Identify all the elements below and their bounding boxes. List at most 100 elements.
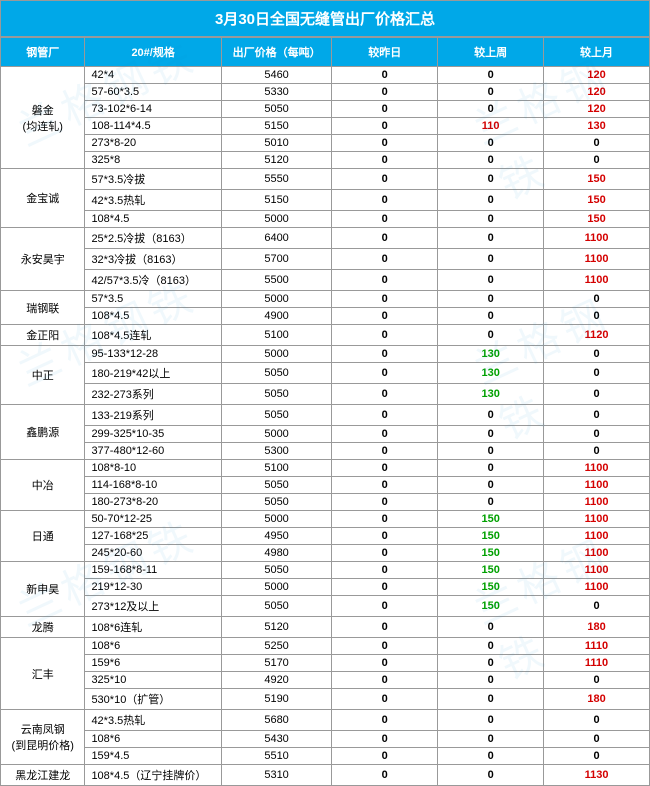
price-cell: 5430 <box>221 731 331 748</box>
mill-cell: 中冶 <box>1 460 85 511</box>
table-row: 32*3冷拔（8163）5700001100 <box>1 249 650 270</box>
delta-cell: 0 <box>438 765 544 786</box>
mill-cell: 瑞钢联 <box>1 291 85 325</box>
delta-cell: 1100 <box>544 249 650 270</box>
delta-cell: 0 <box>438 617 544 638</box>
delta-cell: 0 <box>438 190 544 211</box>
delta-cell: 0 <box>438 84 544 101</box>
delta-cell: 0 <box>438 291 544 308</box>
price-cell: 5330 <box>221 84 331 101</box>
delta-cell: 0 <box>438 748 544 765</box>
table-header: 钢管厂 20#/规格 出厂价格（每吨） 较昨日 较上周 较上月 <box>1 38 650 67</box>
delta-cell: 0 <box>438 689 544 710</box>
delta-cell: 150 <box>438 596 544 617</box>
mill-cell: 日通 <box>1 511 85 562</box>
delta-cell: 180 <box>544 689 650 710</box>
table-row: 232-273系列505001300 <box>1 384 650 405</box>
delta-cell: 0 <box>332 363 438 384</box>
delta-cell: 0 <box>438 731 544 748</box>
delta-cell: 0 <box>332 118 438 135</box>
mill-cell: 永安昊宇 <box>1 228 85 291</box>
price-cell: 5010 <box>221 135 331 152</box>
delta-cell: 0 <box>332 528 438 545</box>
delta-cell: 0 <box>438 152 544 169</box>
delta-cell: 110 <box>438 118 544 135</box>
table-row: 金宝诚57*3.5冷拔555000150 <box>1 169 650 190</box>
price-cell: 5000 <box>221 291 331 308</box>
delta-cell: 0 <box>544 152 650 169</box>
delta-cell: 1100 <box>544 228 650 249</box>
table-row: 127-168*25495001501100 <box>1 528 650 545</box>
price-cell: 5700 <box>221 249 331 270</box>
table-row: 273*12及以上505001500 <box>1 596 650 617</box>
delta-cell: 1100 <box>544 270 650 291</box>
price-cell: 5000 <box>221 426 331 443</box>
spec-cell: 57*3.5 <box>85 291 221 308</box>
delta-cell: 120 <box>544 101 650 118</box>
spec-cell: 42*3.5热轧 <box>85 710 221 731</box>
delta-cell: 0 <box>332 308 438 325</box>
delta-cell: 0 <box>438 169 544 190</box>
delta-cell: 0 <box>332 731 438 748</box>
spec-cell: 108*4.5 <box>85 308 221 325</box>
price-cell: 5120 <box>221 617 331 638</box>
table-row: 57-60*3.5533000120 <box>1 84 650 101</box>
price-cell: 5680 <box>221 710 331 731</box>
delta-cell: 0 <box>438 325 544 346</box>
price-cell: 5250 <box>221 638 331 655</box>
delta-cell: 0 <box>332 710 438 731</box>
delta-cell: 0 <box>332 346 438 363</box>
delta-cell: 1100 <box>544 562 650 579</box>
delta-cell: 1110 <box>544 655 650 672</box>
delta-cell: 0 <box>438 426 544 443</box>
table-row: 377-480*12-605300000 <box>1 443 650 460</box>
table-row: 瑞钢联57*3.55000000 <box>1 291 650 308</box>
delta-cell: 0 <box>544 596 650 617</box>
price-cell: 5150 <box>221 190 331 211</box>
table-row: 日通50-70*12-25500001501100 <box>1 511 650 528</box>
delta-cell: 0 <box>332 545 438 562</box>
spec-cell: 377-480*12-60 <box>85 443 221 460</box>
mill-cell: 磐金(均连轧) <box>1 67 85 169</box>
price-cell: 5500 <box>221 270 331 291</box>
spec-cell: 25*2.5冷拔（8163） <box>85 228 221 249</box>
delta-cell: 0 <box>438 443 544 460</box>
table-body: 磐金(均连轧)42*454600012057-60*3.553300012073… <box>1 67 650 786</box>
table-row: 黑龙江建龙108*4.5（辽宁挂牌价）5310001130 <box>1 765 650 786</box>
price-cell: 5100 <box>221 325 331 346</box>
spec-cell: 325*10 <box>85 672 221 689</box>
col-mill: 钢管厂 <box>1 38 85 67</box>
price-cell: 5310 <box>221 765 331 786</box>
delta-cell: 1100 <box>544 579 650 596</box>
delta-cell: 0 <box>438 101 544 118</box>
table-row: 108*4.54900000 <box>1 308 650 325</box>
price-cell: 5050 <box>221 101 331 118</box>
delta-cell: 0 <box>544 346 650 363</box>
delta-cell: 0 <box>332 748 438 765</box>
price-cell: 5300 <box>221 443 331 460</box>
delta-cell: 0 <box>332 477 438 494</box>
delta-cell: 0 <box>332 101 438 118</box>
col-dweek: 较上周 <box>438 38 544 67</box>
spec-cell: 50-70*12-25 <box>85 511 221 528</box>
table-row: 中冶108*8-105100001100 <box>1 460 650 477</box>
spec-cell: 108*4.5（辽宁挂牌价） <box>85 765 221 786</box>
delta-cell: 0 <box>544 748 650 765</box>
spec-cell: 57-60*3.5 <box>85 84 221 101</box>
delta-cell: 1100 <box>544 494 650 511</box>
delta-cell: 0 <box>332 190 438 211</box>
table-row: 159*65170001110 <box>1 655 650 672</box>
spec-cell: 42*4 <box>85 67 221 84</box>
price-cell: 5150 <box>221 118 331 135</box>
delta-cell: 0 <box>332 67 438 84</box>
delta-cell: 120 <box>544 84 650 101</box>
delta-cell: 130 <box>438 384 544 405</box>
table-row: 219*12-30500001501100 <box>1 579 650 596</box>
table-row: 325*104920000 <box>1 672 650 689</box>
delta-cell: 0 <box>438 135 544 152</box>
mill-cell: 云南凤钢(到昆明价格) <box>1 710 85 765</box>
table-row: 汇丰108*65250001110 <box>1 638 650 655</box>
col-dmon: 较上月 <box>544 38 650 67</box>
mill-cell: 金正阳 <box>1 325 85 346</box>
delta-cell: 0 <box>544 384 650 405</box>
